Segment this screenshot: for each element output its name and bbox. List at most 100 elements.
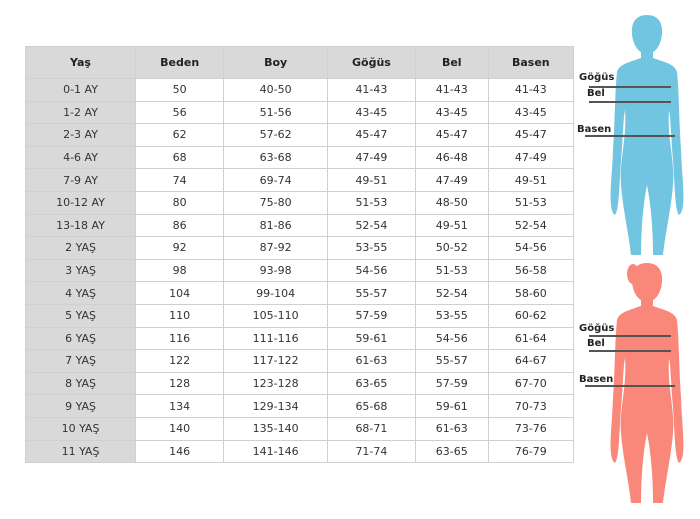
boy-waist-label: Bel — [587, 88, 605, 99]
table-cell: 55-57 — [326, 281, 416, 305]
table-cell: 104 — [135, 281, 225, 305]
table-cell: 61-63 — [414, 416, 489, 441]
table-cell: 52-54 — [326, 213, 416, 238]
table-cell: 45-47 — [414, 123, 489, 147]
table-cell: 54-56 — [487, 236, 575, 260]
table-cell: 81-86 — [223, 213, 328, 238]
table-cell: 116 — [135, 326, 225, 351]
table-cell: 51-53 — [487, 190, 575, 215]
column-header: Beden — [135, 46, 225, 79]
table-row: 5 YAŞ 110 105-110 57-59 53-55 60-62 — [24, 303, 575, 328]
table-cell: 117-122 — [223, 349, 328, 373]
table-cell: 99-104 — [223, 281, 328, 305]
girl-chest-label: Göğüs — [579, 323, 615, 334]
table-cell: 57-59 — [326, 303, 416, 328]
table-cell: 49-51 — [487, 168, 575, 192]
table-row: 1-2 AY 56 51-56 43-45 43-45 43-45 — [24, 100, 575, 125]
table-cell: 67-70 — [487, 371, 575, 396]
girl-hip-label: Basen — [579, 374, 614, 385]
table-cell: 128 — [135, 371, 225, 396]
table-cell: 53-55 — [326, 236, 416, 260]
table-cell: 5 YAŞ — [24, 303, 137, 328]
table-cell: 47-49 — [487, 145, 575, 170]
table-cell: 123-128 — [223, 371, 328, 396]
table-cell: 1-2 AY — [24, 100, 137, 125]
column-header: Boy — [223, 46, 328, 79]
table-cell: 68 — [135, 145, 225, 170]
table-cell: 122 — [135, 349, 225, 373]
table-cell: 74 — [135, 168, 225, 192]
table-row: 6 YAŞ 116 111-116 59-61 54-56 61-64 — [24, 326, 575, 351]
table-cell: 41-43 — [414, 78, 489, 102]
table-cell: 61-64 — [487, 326, 575, 351]
table-cell: 47-49 — [326, 145, 416, 170]
table-cell: 8 YAŞ — [24, 371, 137, 396]
table-row: 3 YAŞ 98 93-98 54-56 51-53 56-58 — [24, 258, 575, 283]
table-row: 0-1 AY 50 40-50 41-43 41-43 41-43 — [24, 78, 575, 102]
table-cell: 10-12 AY — [24, 190, 137, 215]
table-cell: 63-65 — [326, 371, 416, 396]
table-cell: 56 — [135, 100, 225, 125]
table-cell: 7 YAŞ — [24, 349, 137, 373]
table-cell: 61-63 — [326, 349, 416, 373]
ponytail — [627, 264, 639, 284]
table-cell: 62 — [135, 123, 225, 147]
table-cell: 45-47 — [326, 123, 416, 147]
table-cell: 54-56 — [414, 326, 489, 351]
table-cell: 41-43 — [487, 78, 575, 102]
table-cell: 59-61 — [414, 394, 489, 418]
table-row: 2 YAŞ 92 87-92 53-55 50-52 54-56 — [24, 236, 575, 260]
table-cell: 52-54 — [414, 281, 489, 305]
table-cell: 63-68 — [223, 145, 328, 170]
table-header-row: Yaş Beden Boy Göğüs Bel Basen — [24, 46, 575, 79]
column-header: Yaş — [24, 46, 137, 79]
table-cell: 140 — [135, 416, 225, 441]
table-cell: 58-60 — [487, 281, 575, 305]
table-row: 11 YAŞ 146 141-146 71-74 63-65 76-79 — [24, 439, 575, 464]
table-cell: 2 YAŞ — [24, 236, 137, 260]
table-cell: 40-50 — [223, 78, 328, 102]
table-row: 13-18 AY 86 81-86 52-54 49-51 52-54 — [24, 213, 575, 238]
table-cell: 53-55 — [414, 303, 489, 328]
table-cell: 51-53 — [326, 190, 416, 215]
table-cell: 13-18 AY — [24, 213, 137, 238]
table-cell: 48-50 — [414, 190, 489, 215]
column-header: Göğüs — [326, 46, 416, 79]
table-cell: 86 — [135, 213, 225, 238]
table-cell: 9 YAŞ — [24, 394, 137, 418]
boy-hip-label: Basen — [577, 124, 612, 135]
table-cell: 75-80 — [223, 190, 328, 215]
table-cell: 4 YAŞ — [24, 281, 137, 305]
table-cell: 73-76 — [487, 416, 575, 441]
boy-silhouette — [585, 15, 684, 255]
table-cell: 43-45 — [487, 100, 575, 125]
table-row: 7-9 AY 74 69-74 49-51 47-49 49-51 — [24, 168, 575, 192]
table-cell: 10 YAŞ — [24, 416, 137, 441]
table-cell: 54-56 — [326, 258, 416, 283]
girl-silhouette — [585, 263, 684, 503]
table-cell: 51-53 — [414, 258, 489, 283]
table-cell: 49-51 — [326, 168, 416, 192]
body-shape — [610, 263, 684, 503]
table-row: 4-6 AY 68 63-68 47-49 46-48 47-49 — [24, 145, 575, 170]
table-cell: 49-51 — [414, 213, 489, 238]
table-row: 7 YAŞ 122 117-122 61-63 55-57 64-67 — [24, 349, 575, 373]
table-cell: 129-134 — [223, 394, 328, 418]
table-cell: 64-67 — [487, 349, 575, 373]
table-cell: 111-116 — [223, 326, 328, 351]
table-cell: 59-61 — [326, 326, 416, 351]
boy-chest-label: Göğüs — [579, 72, 615, 83]
table-cell: 141-146 — [223, 439, 328, 464]
table-row: 2-3 AY 62 57-62 45-47 45-47 45-47 — [24, 123, 575, 147]
table-cell: 3 YAŞ — [24, 258, 137, 283]
table-cell: 51-56 — [223, 100, 328, 125]
table-row: 8 YAŞ 128 123-128 63-65 57-59 67-70 — [24, 371, 575, 396]
table-cell: 4-6 AY — [24, 145, 137, 170]
table-cell: 69-74 — [223, 168, 328, 192]
table-cell: 57-59 — [414, 371, 489, 396]
table-cell: 52-54 — [487, 213, 575, 238]
size-chart-table: Yaş Beden Boy Göğüs Bel Basen 0-1 AY 50 40-50 41… — [24, 46, 575, 464]
table-cell: 135-140 — [223, 416, 328, 441]
table-cell: 55-57 — [414, 349, 489, 373]
table-row: 10-12 AY 80 75-80 51-53 48-50 51-53 — [24, 190, 575, 215]
